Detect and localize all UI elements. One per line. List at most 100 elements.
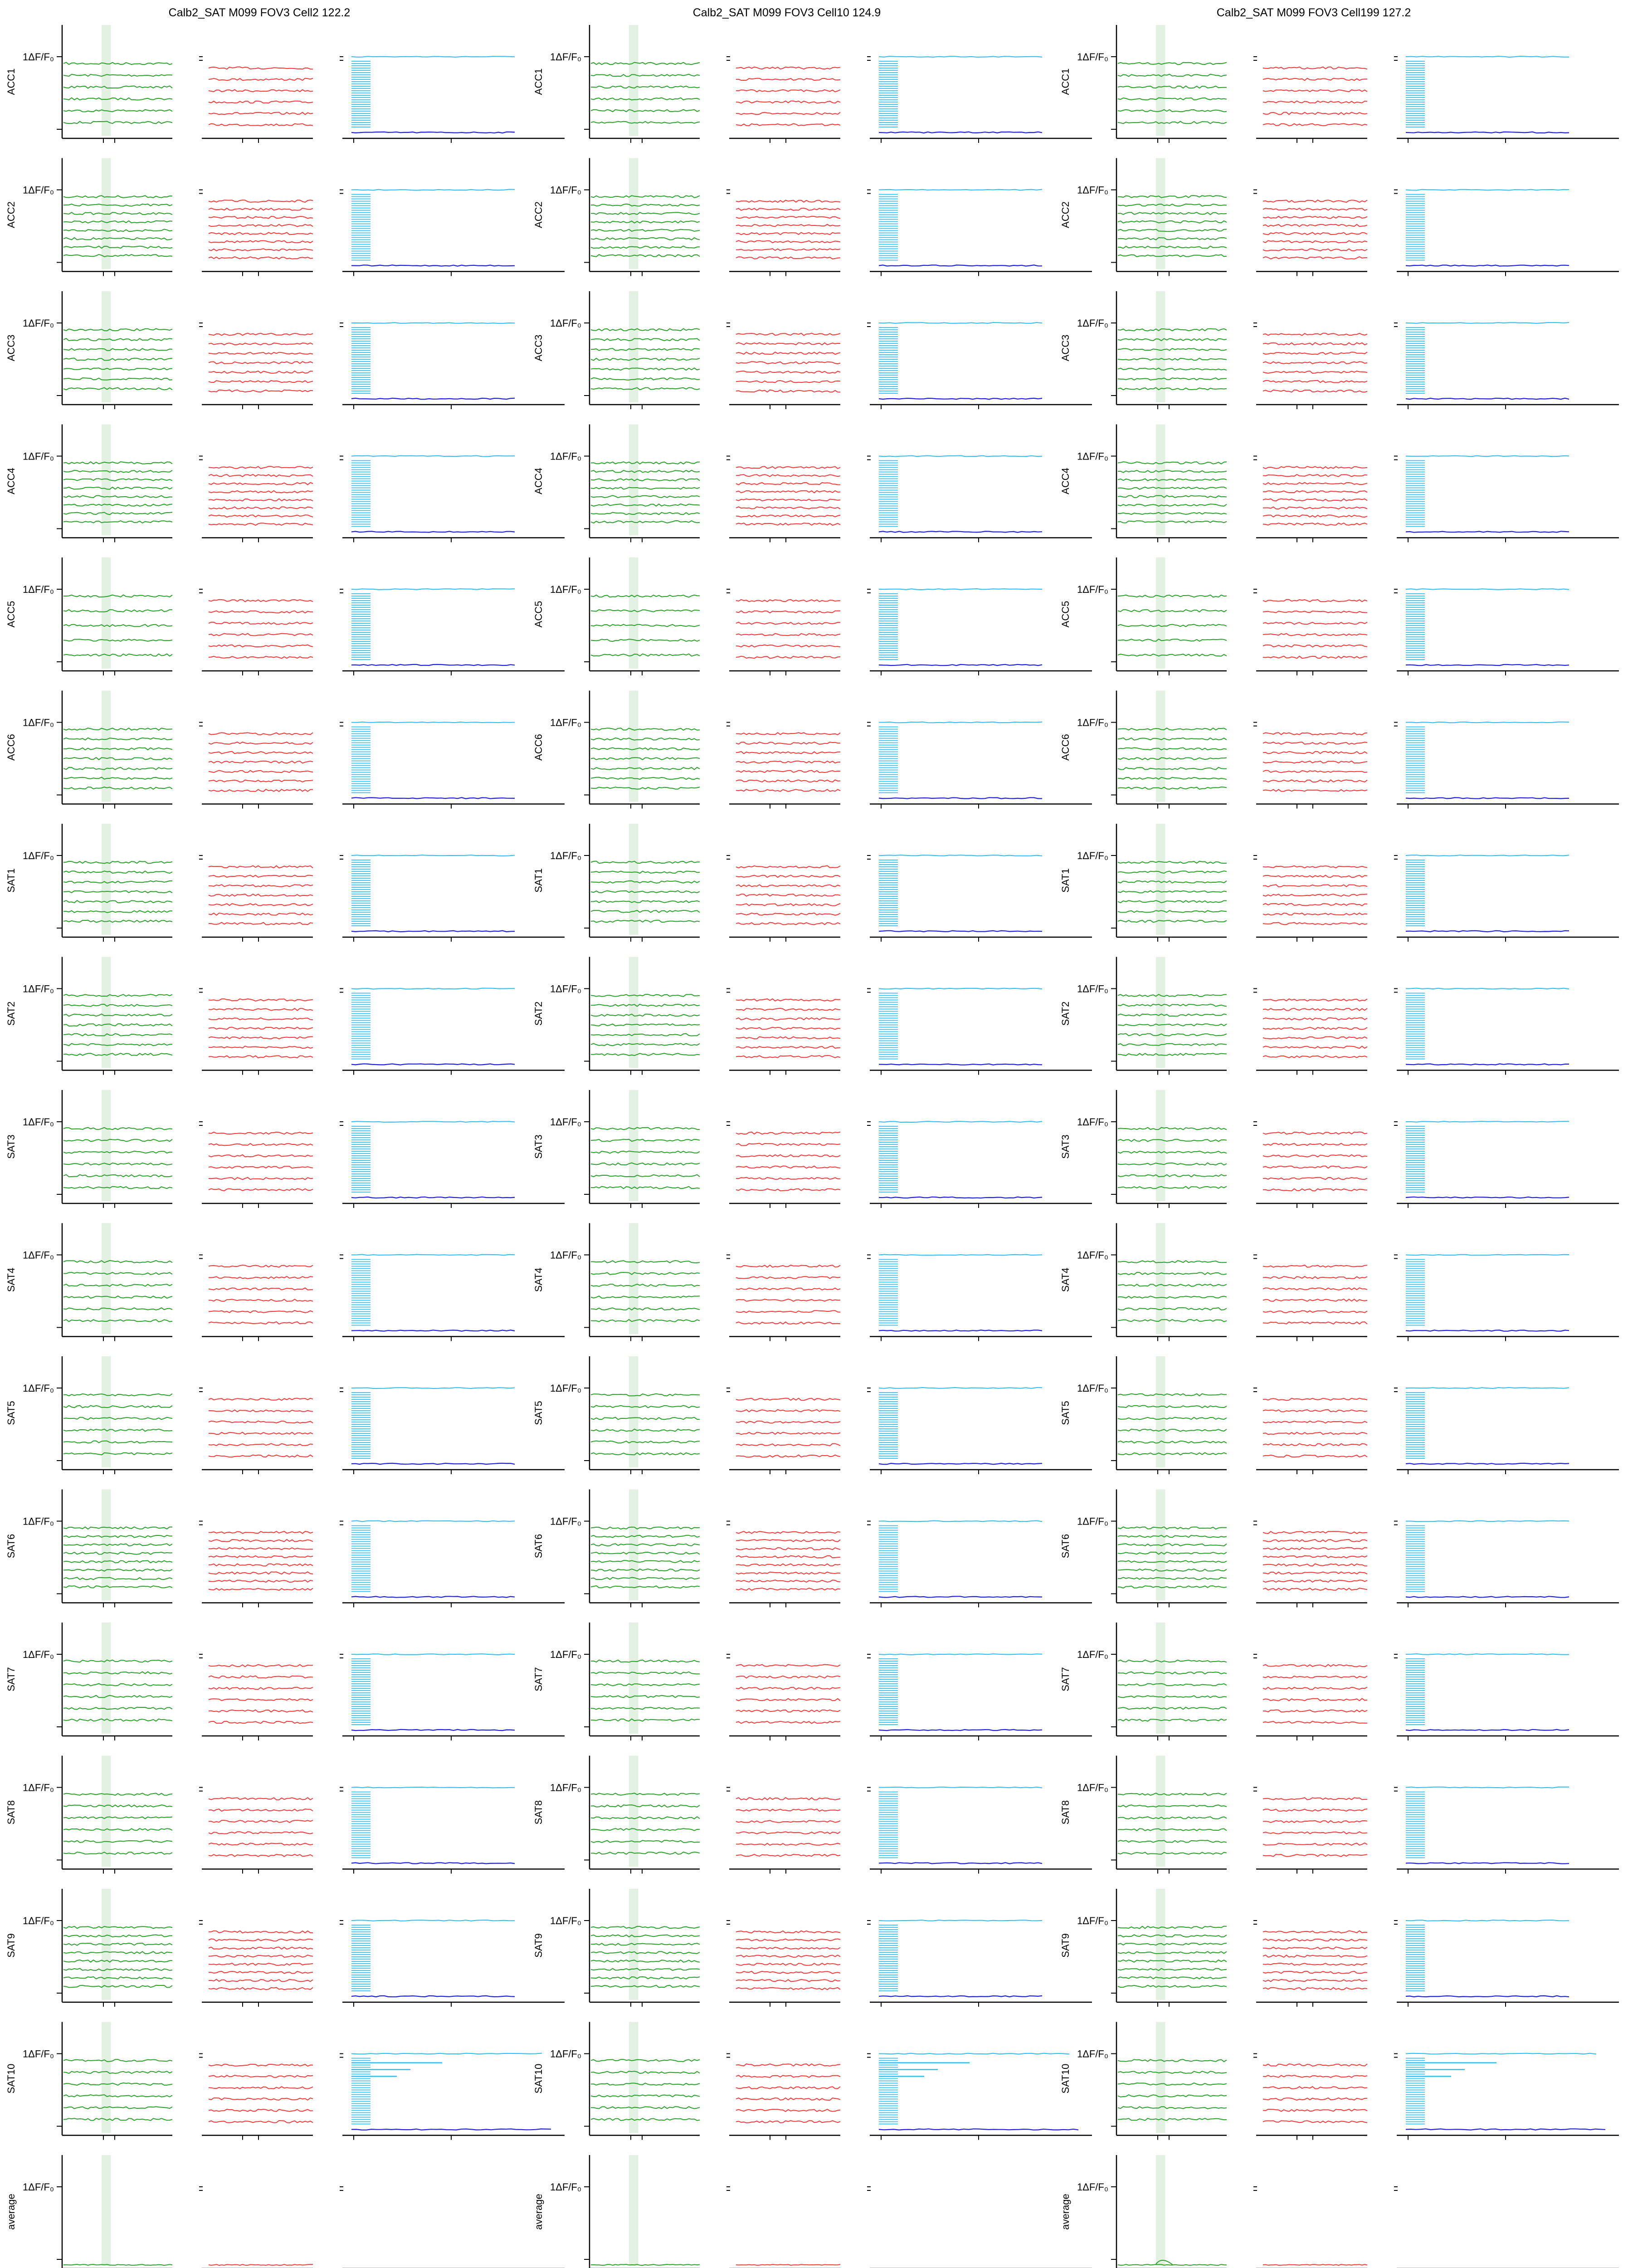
- red-trace: [208, 599, 313, 602]
- green-trace: [63, 1013, 173, 1017]
- red-trace: [1262, 2086, 1368, 2089]
- green-trace: [590, 1934, 700, 1938]
- red-trace: [1262, 2264, 1368, 2266]
- green-trace: [63, 2106, 173, 2110]
- red-trace: [736, 1579, 841, 1583]
- green-trace: [1117, 1695, 1227, 1698]
- red-trace: [736, 770, 841, 773]
- red-trace: [736, 1946, 841, 1950]
- red-trace: [1262, 1930, 1368, 1934]
- trial-trace-long: [351, 455, 515, 457]
- green-trace: [63, 1428, 173, 1432]
- red-trace: [736, 912, 841, 916]
- green-trace: [1117, 1127, 1227, 1130]
- mean-trace: [1405, 531, 1570, 533]
- green-trace: [63, 1452, 173, 1456]
- green-trace: [590, 1718, 700, 1722]
- red-trace: [736, 1398, 841, 1401]
- red-trace: [1263, 490, 1368, 494]
- green-trace: [63, 910, 172, 913]
- red-trace: [736, 875, 841, 878]
- red-trace: [1262, 1310, 1368, 1314]
- red-trace: [736, 1046, 841, 1049]
- green-trace: [63, 478, 173, 482]
- green-trace: [63, 1174, 173, 1178]
- green-trace: [63, 109, 173, 112]
- scale-label: 1ΔF/F₀: [550, 1383, 581, 1394]
- red-trace: [736, 599, 841, 602]
- red-trace: [208, 1530, 313, 1534]
- red-trace: [208, 633, 313, 636]
- green-trace: [1117, 1828, 1227, 1832]
- row-label: SAT1: [1060, 868, 1071, 892]
- green-trace: [590, 461, 700, 465]
- stim-window-shade: [1156, 824, 1165, 935]
- red-trace: [208, 1555, 313, 1559]
- green-trace: [1117, 367, 1227, 371]
- red-trace: [736, 2063, 841, 2067]
- green-trace: [590, 1793, 700, 1796]
- green-trace: [1117, 2059, 1227, 2063]
- red-trace: [736, 732, 841, 736]
- green-trace: [590, 512, 700, 515]
- red-trace: [208, 1165, 313, 1169]
- green-trace: [590, 757, 700, 761]
- red-trace: [208, 760, 313, 764]
- mean-trace: [878, 264, 1042, 267]
- red-trace: [208, 884, 313, 888]
- scale-label: 1ΔF/F₀: [1077, 1250, 1108, 1261]
- row-label: SAT8: [1060, 1800, 1071, 1824]
- red-trace: [736, 1143, 841, 1146]
- green-trace: [1117, 1585, 1227, 1589]
- green-trace: [590, 1840, 700, 1843]
- stim-window-shade: [1156, 2155, 1165, 2266]
- red-trace: [1262, 1579, 1368, 1583]
- red-trace: [1262, 1026, 1368, 1030]
- red-trace: [1262, 1443, 1368, 1447]
- red-trace: [1262, 1547, 1368, 1550]
- red-trace: [208, 2108, 313, 2112]
- panel-row-ACC1-col3: 1ΔF/F₀ ACC1: [1060, 25, 1619, 143]
- column-title-2: Calb2_SAT M099 FOV3 Cell10 124.9: [693, 6, 881, 19]
- red-trace: [736, 751, 841, 754]
- red-trace: [208, 1055, 313, 1059]
- green-trace: [590, 229, 700, 232]
- green-trace: [63, 1186, 173, 1189]
- red-trace: [1262, 1938, 1368, 1942]
- scale-label: 1ΔF/F₀: [1077, 1649, 1108, 1660]
- red-trace: [736, 466, 841, 469]
- green-trace: [1117, 520, 1227, 523]
- mean-trace: [351, 1196, 515, 1199]
- red-trace: [208, 482, 313, 485]
- green-trace: [590, 1659, 700, 1663]
- green-trace: [63, 757, 173, 761]
- red-trace: [208, 1420, 313, 1424]
- red-trace: [208, 1188, 313, 1192]
- green-trace: [590, 203, 700, 207]
- green-trace: [63, 1695, 173, 1698]
- red-trace: [1262, 248, 1368, 252]
- green-trace: [590, 1828, 700, 1831]
- scale-label: 1ΔF/F₀: [23, 51, 54, 63]
- row-label: SAT6: [533, 1534, 544, 1558]
- red-trace: [208, 644, 313, 648]
- green-trace: [63, 97, 173, 101]
- green-trace: [63, 1307, 173, 1310]
- green-trace: [63, 237, 173, 240]
- green-trace: [63, 1405, 173, 1408]
- scale-label: 1ΔF/F₀: [550, 2181, 581, 2193]
- panel-row-average-col2: 1ΔF/F₀average0101Time [s]060: [533, 2155, 1092, 2268]
- red-trace: [208, 2063, 313, 2067]
- green-trace: [63, 1271, 173, 1275]
- green-trace: [590, 503, 700, 507]
- green-trace: [1117, 229, 1227, 232]
- row-label: average: [533, 2194, 544, 2230]
- red-trace: [208, 1046, 313, 1049]
- green-trace: [63, 1804, 173, 1808]
- stim-window-shade: [629, 1223, 639, 1334]
- mean-trace: [1405, 797, 1570, 799]
- green-trace: [590, 1816, 700, 1819]
- red-trace: [208, 1454, 313, 1458]
- trial-trace-long: [1405, 1919, 1570, 1922]
- mean-trace: [878, 397, 1043, 400]
